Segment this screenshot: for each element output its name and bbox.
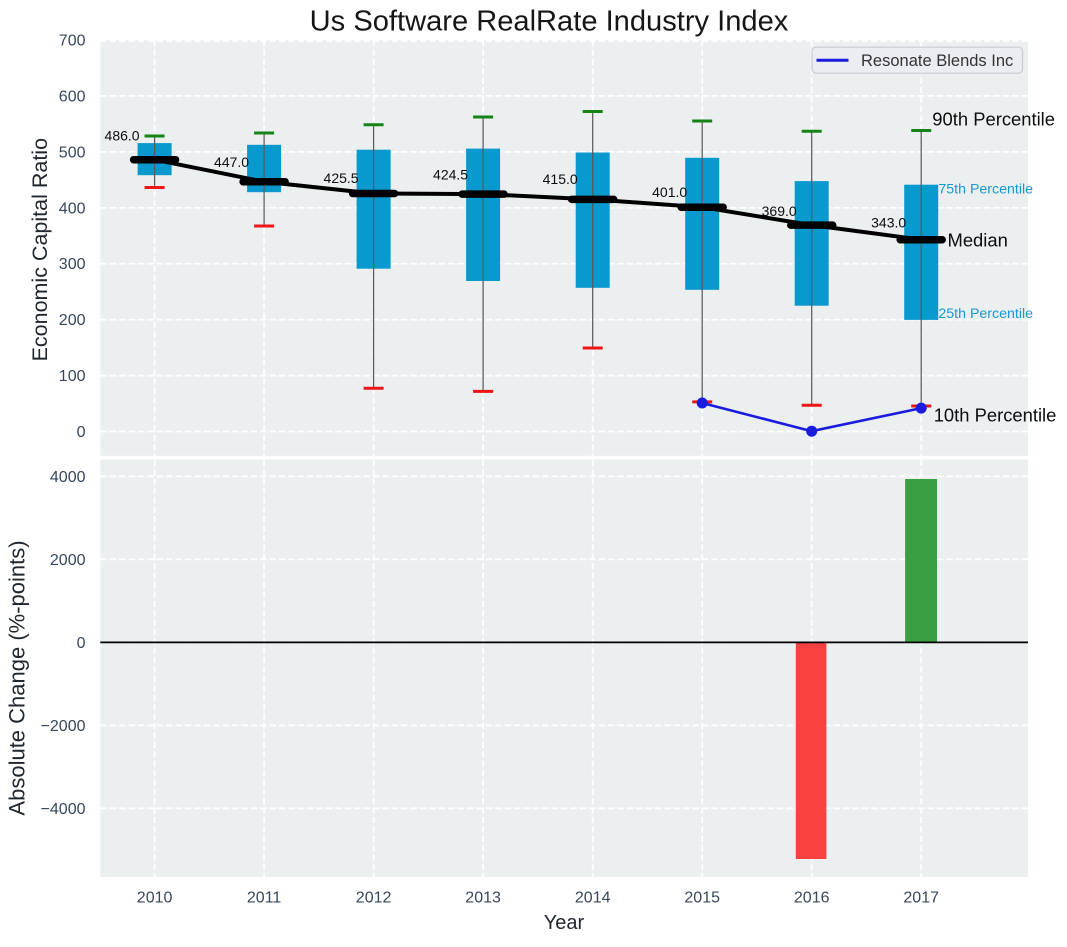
svg-text:2000: 2000 bbox=[50, 552, 86, 569]
svg-text:10th Percentile: 10th Percentile bbox=[934, 404, 1057, 425]
svg-text:Resonate Blends Inc: Resonate Blends Inc bbox=[861, 52, 1013, 70]
svg-text:2015: 2015 bbox=[684, 890, 720, 907]
svg-text:486.0: 486.0 bbox=[105, 128, 140, 144]
svg-text:2014: 2014 bbox=[575, 890, 611, 907]
svg-text:100: 100 bbox=[59, 368, 86, 385]
svg-text:Absolute Change (%-points): Absolute Change (%-points) bbox=[5, 540, 30, 815]
svg-text:−4000: −4000 bbox=[41, 801, 86, 818]
svg-text:2010: 2010 bbox=[137, 890, 173, 907]
svg-text:90th Percentile: 90th Percentile bbox=[932, 109, 1055, 130]
svg-text:500: 500 bbox=[59, 144, 86, 161]
svg-text:400: 400 bbox=[59, 200, 86, 217]
svg-text:424.5: 424.5 bbox=[433, 167, 468, 183]
svg-text:Year: Year bbox=[544, 912, 585, 934]
svg-text:447.0: 447.0 bbox=[214, 154, 249, 170]
svg-text:Us Software RealRate Industry: Us Software RealRate Industry Index bbox=[310, 6, 789, 38]
svg-text:343.0: 343.0 bbox=[871, 214, 906, 230]
svg-text:401.0: 401.0 bbox=[652, 184, 687, 200]
svg-text:2016: 2016 bbox=[794, 890, 830, 907]
svg-text:2012: 2012 bbox=[356, 890, 392, 907]
svg-text:4000: 4000 bbox=[50, 469, 86, 486]
svg-text:Economic Capital Ratio: Economic Capital Ratio bbox=[28, 138, 52, 362]
svg-text:369.0: 369.0 bbox=[762, 203, 797, 219]
svg-text:25th Percentile: 25th Percentile bbox=[938, 306, 1033, 322]
svg-text:425.5: 425.5 bbox=[324, 170, 359, 186]
svg-text:75th Percentile: 75th Percentile bbox=[938, 181, 1033, 197]
svg-text:0: 0 bbox=[77, 424, 86, 441]
svg-text:Median: Median bbox=[948, 229, 1008, 250]
svg-text:700: 700 bbox=[59, 33, 86, 50]
svg-text:2013: 2013 bbox=[465, 890, 501, 907]
svg-text:−2000: −2000 bbox=[41, 718, 86, 735]
svg-text:2017: 2017 bbox=[903, 890, 939, 907]
svg-text:415.0: 415.0 bbox=[543, 171, 578, 187]
svg-text:0: 0 bbox=[77, 635, 86, 652]
svg-text:2011: 2011 bbox=[247, 890, 282, 907]
svg-text:300: 300 bbox=[59, 256, 86, 273]
svg-text:200: 200 bbox=[59, 312, 86, 329]
svg-text:600: 600 bbox=[59, 88, 86, 105]
